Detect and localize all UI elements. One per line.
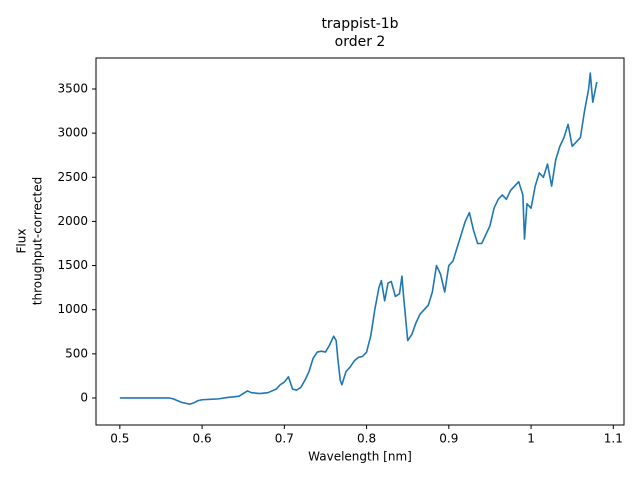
x-axis-label: Wavelength [nm] (308, 450, 412, 464)
x-tick-label: 0.7 (275, 432, 294, 446)
x-tick-label: 1 (527, 432, 535, 446)
y-tick-label: 3000 (57, 126, 88, 140)
y-axis-label: Flux (15, 229, 29, 254)
y-tick-label: 1000 (57, 302, 88, 316)
y-tick-label: 2000 (57, 214, 88, 228)
y-tick-label: 0 (80, 390, 88, 404)
data-line (119, 72, 598, 405)
y-tick-label: 500 (65, 346, 88, 360)
x-tick-label: 0.6 (193, 432, 212, 446)
x-tick-label: 0.9 (439, 432, 458, 446)
y-tick-label: 1500 (57, 258, 88, 272)
y-tick-label: 3500 (57, 81, 88, 95)
x-tick-label: 0.8 (357, 432, 376, 446)
chart-title: trappist-1b (321, 16, 398, 32)
x-tick-label: 1.1 (604, 432, 623, 446)
y-axis-label: throughput-corrected (31, 177, 45, 305)
plot-frame (95, 57, 625, 426)
chart-title: order 2 (335, 34, 386, 50)
x-tick-label: 0.5 (110, 432, 129, 446)
y-tick-label: 2500 (57, 170, 88, 184)
